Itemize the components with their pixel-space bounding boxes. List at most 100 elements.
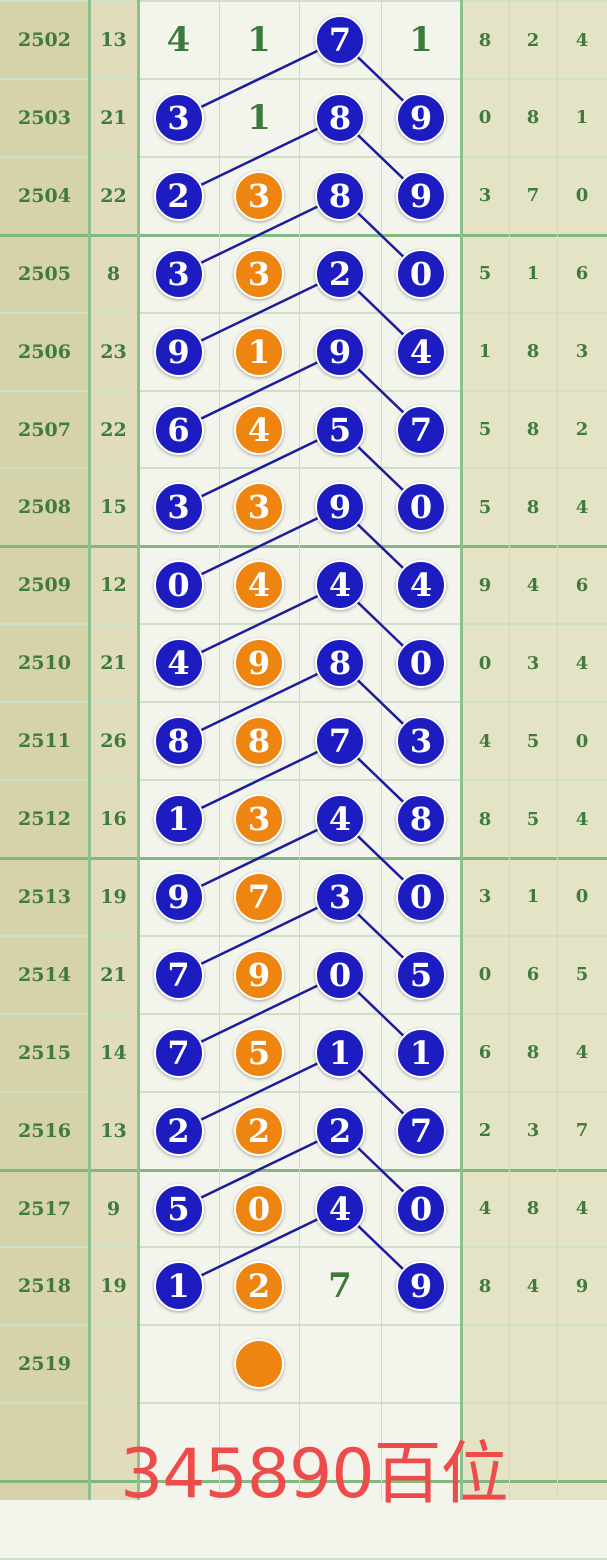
- sum-value-text: 14: [100, 1041, 127, 1064]
- column-divider: [460, 0, 463, 1500]
- missing-value-cell: 1: [219, 1, 299, 79]
- blue-ball: 1: [396, 1027, 446, 1078]
- tail-digit-text: 6: [526, 964, 540, 986]
- tail-digit-text: 5: [526, 808, 540, 830]
- digit-ball-cell: 7: [138, 936, 219, 1014]
- trend-line: [177, 506, 341, 587]
- trend-line: [177, 973, 341, 1054]
- blue-ball: 1: [315, 1027, 365, 1078]
- period-number: 2512: [0, 780, 89, 858]
- tail-digit: 8: [509, 1170, 557, 1248]
- blue-ball: 7: [153, 1027, 204, 1078]
- blue-ball: 3: [153, 92, 204, 143]
- sum-value: 26: [89, 702, 138, 780]
- period-number: 2511: [0, 702, 89, 780]
- digit-ball-cell: 4: [219, 391, 299, 469]
- blue-ball: 9: [396, 1261, 446, 1312]
- digit-ball-cell: 3: [299, 858, 381, 936]
- orange-ball: 2: [234, 1261, 284, 1312]
- column-divider: [299, 0, 300, 1500]
- orange-ball: 1: [234, 326, 284, 377]
- blue-ball: 0: [396, 638, 446, 689]
- trend-line: [177, 194, 341, 275]
- missing-value: 1: [247, 97, 271, 138]
- tail-digit-text: 8: [526, 1198, 540, 1219]
- tail-digit: 4: [509, 1247, 557, 1325]
- tail-digit-text: 0: [575, 185, 589, 207]
- orange-ball: 3: [234, 794, 284, 844]
- digit-ball-cell: 9: [381, 79, 461, 157]
- tail-digit: 1: [509, 235, 557, 313]
- column-divider: [88, 0, 91, 1500]
- period-number-text: 2507: [18, 418, 71, 441]
- sum-value-text: 9: [106, 1197, 121, 1220]
- period-number: 2504: [0, 157, 89, 235]
- digit-ball-cell: 7: [299, 1, 381, 79]
- blue-ball: 9: [315, 482, 365, 533]
- period-number: 2507: [0, 391, 89, 469]
- tail-digit: 1: [509, 858, 557, 936]
- period-number: 2510: [0, 624, 89, 702]
- tail-digit: 8: [509, 313, 557, 391]
- blue-ball: 4: [315, 1183, 365, 1234]
- tail-digit-text: 0: [478, 964, 492, 986]
- blue-ball: 9: [396, 92, 446, 143]
- digit-ball-cell: 9: [299, 313, 381, 391]
- tail-digit-text: 7: [526, 185, 540, 207]
- tail-digit: 4: [557, 624, 607, 702]
- tail-digit: 8: [509, 79, 557, 157]
- tail-digit: 3: [509, 1092, 557, 1170]
- sum-value: 8: [89, 235, 138, 313]
- row-divider: [0, 467, 607, 470]
- column-divider: [381, 0, 382, 1500]
- column-bg: [509, 0, 557, 1500]
- tail-digit-text: 4: [575, 1198, 589, 1219]
- period-number: 2518: [0, 1247, 89, 1325]
- tail-digit: 0: [557, 702, 607, 780]
- column-divider: [509, 0, 510, 1500]
- digit-ball-cell: 9: [299, 468, 381, 546]
- row-divider: [0, 1324, 607, 1327]
- tail-digit-text: 0: [478, 107, 492, 129]
- tail-digit-text: 8: [526, 496, 540, 518]
- column-bg: [89, 0, 138, 1500]
- sum-value: 19: [89, 858, 138, 936]
- digit-ball-cell: 7: [381, 1092, 461, 1170]
- blue-ball: 4: [153, 638, 204, 689]
- tail-digit-text: 7: [575, 1120, 589, 1142]
- sum-value-text: 26: [100, 730, 127, 753]
- orange-ball: 4: [234, 404, 284, 455]
- row-divider: [0, 311, 607, 314]
- tail-digit-text: 4: [575, 652, 589, 674]
- tail-digit: 5: [461, 391, 509, 469]
- tail-digit-text: 6: [478, 1042, 492, 1064]
- period-number-text: 2519: [18, 1353, 71, 1376]
- blue-ball: 1: [153, 794, 204, 844]
- missing-value-cell: 7: [299, 1247, 381, 1325]
- sum-value: 19: [89, 1247, 138, 1325]
- tail-digit-text: 3: [478, 886, 492, 908]
- tail-digit: 0: [461, 936, 509, 1014]
- tail-digit-text: 3: [575, 341, 589, 363]
- tail-digit-text: 9: [575, 1275, 589, 1297]
- blue-ball: 3: [153, 248, 204, 299]
- period-number-text: 2511: [18, 730, 71, 753]
- sum-value-text: 13: [100, 1119, 127, 1142]
- digit-ball-cell: 3: [381, 702, 461, 780]
- digit-ball-cell: 2: [138, 157, 219, 235]
- trend-line: [177, 584, 341, 665]
- missing-value-cell: 1: [219, 79, 299, 157]
- digit-ball-cell: 0: [381, 468, 461, 546]
- tail-digit: 3: [461, 858, 509, 936]
- tail-digit-text: 2: [575, 419, 589, 440]
- period-number-text: 2505: [18, 262, 71, 285]
- tail-digit-text: 1: [526, 263, 540, 285]
- digit-ball-cell: 8: [299, 79, 381, 157]
- tail-digit: 6: [509, 936, 557, 1014]
- tail-digit: 0: [557, 157, 607, 235]
- period-number-text: 2504: [18, 184, 71, 207]
- blue-ball: 8: [315, 92, 365, 143]
- digit-ball-cell: 0: [381, 235, 461, 313]
- row-divider: [0, 77, 607, 80]
